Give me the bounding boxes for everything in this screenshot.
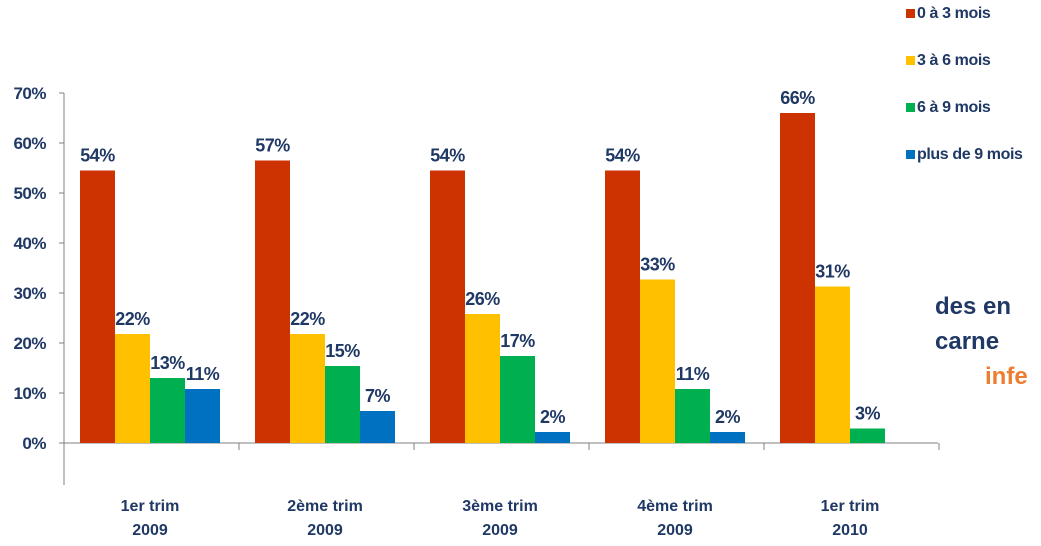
data-label: 54%: [80, 146, 115, 166]
legend-label: plus de 9 mois: [917, 146, 1023, 163]
data-label: 2%: [540, 407, 566, 427]
bar: [150, 378, 185, 443]
bar: [675, 389, 710, 443]
category-label: 3ème trim 2009: [462, 498, 538, 539]
legend-swatch: [906, 103, 915, 112]
bar: [360, 411, 395, 443]
category-label-line: 2009: [657, 522, 693, 539]
category-label-line: 2009: [482, 522, 518, 539]
category-label-line: 1er trim: [121, 498, 180, 515]
data-label: 31%: [815, 262, 850, 282]
bar: [815, 286, 850, 443]
y-axis-ticks: 0% 10% 20% 30% 40% 50% 60% 70%: [13, 84, 46, 453]
bar: [780, 113, 815, 443]
category-label: 2ème trim 2009: [287, 498, 363, 539]
y-tick-label: 70%: [13, 84, 46, 103]
bars: [80, 113, 885, 443]
category-label: 4ème trim 2009: [637, 498, 713, 539]
data-label: 54%: [605, 146, 640, 166]
data-label: 2%: [715, 407, 741, 427]
data-label: 54%: [430, 146, 465, 166]
legend-swatch: [906, 150, 915, 159]
data-label: 57%: [255, 136, 290, 156]
data-label: 11%: [676, 364, 710, 384]
bar: [640, 279, 675, 443]
category-label-line: 3ème trim: [462, 498, 538, 515]
bar: [710, 432, 745, 443]
data-label: 22%: [290, 309, 325, 329]
side-text-line-2: carne: [935, 328, 1000, 355]
legend-swatch: [906, 56, 915, 65]
side-text-line-1: des en: [935, 293, 1012, 320]
side-text-line-3: infe: [985, 363, 1028, 390]
data-label: 3%: [855, 404, 881, 424]
y-tick-label: 50%: [13, 184, 46, 203]
y-tick-label: 60%: [13, 134, 46, 153]
category-label-line: 4ème trim: [637, 498, 713, 515]
bar: [535, 432, 570, 443]
y-tick-label: 0%: [22, 434, 46, 453]
bar: [255, 160, 290, 443]
bar: [115, 334, 150, 443]
legend-swatch: [906, 9, 915, 18]
bar: [290, 334, 325, 443]
legend-label: 3 à 6 mois: [917, 52, 991, 69]
data-label: 7%: [365, 386, 391, 406]
category-label-line: 2ème trim: [287, 498, 363, 515]
y-tick-label: 40%: [13, 234, 46, 253]
data-label: 66%: [780, 88, 815, 108]
bar: [500, 356, 535, 443]
y-tick-label: 20%: [13, 334, 46, 353]
category-label: 1er trim 2010: [821, 498, 880, 539]
data-labels: 54%22%13%11%57%22%15%7%54%26%17%2%54%33%…: [80, 88, 881, 427]
category-label-line: 2009: [307, 522, 343, 539]
category-label-line: 2009: [132, 522, 168, 539]
category-label-line: 2010: [832, 522, 868, 539]
data-label: 22%: [115, 309, 150, 329]
legend: 0 à 3 mois 3 à 6 mois 6 à 9 mois plus de 9 …: [906, 5, 1023, 163]
bar: [185, 389, 220, 443]
bar: [430, 170, 465, 443]
bar: [850, 428, 885, 443]
data-label: 17%: [500, 331, 535, 351]
legend-label: 6 à 9 mois: [917, 99, 991, 116]
y-tick-label: 30%: [13, 284, 46, 303]
bar: [80, 170, 115, 443]
y-tick-label: 10%: [13, 384, 46, 403]
data-label: 33%: [640, 255, 675, 275]
bar: [605, 170, 640, 443]
bar: [465, 314, 500, 443]
category-label: 1er trim 2009: [121, 498, 180, 539]
legend-label: 0 à 3 mois: [917, 5, 991, 22]
data-label: 11%: [186, 364, 220, 384]
data-label: 15%: [325, 341, 360, 361]
data-label: 13%: [150, 353, 185, 373]
category-label-line: 1er trim: [821, 498, 880, 515]
bar: [325, 366, 360, 443]
data-label: 26%: [465, 289, 500, 309]
